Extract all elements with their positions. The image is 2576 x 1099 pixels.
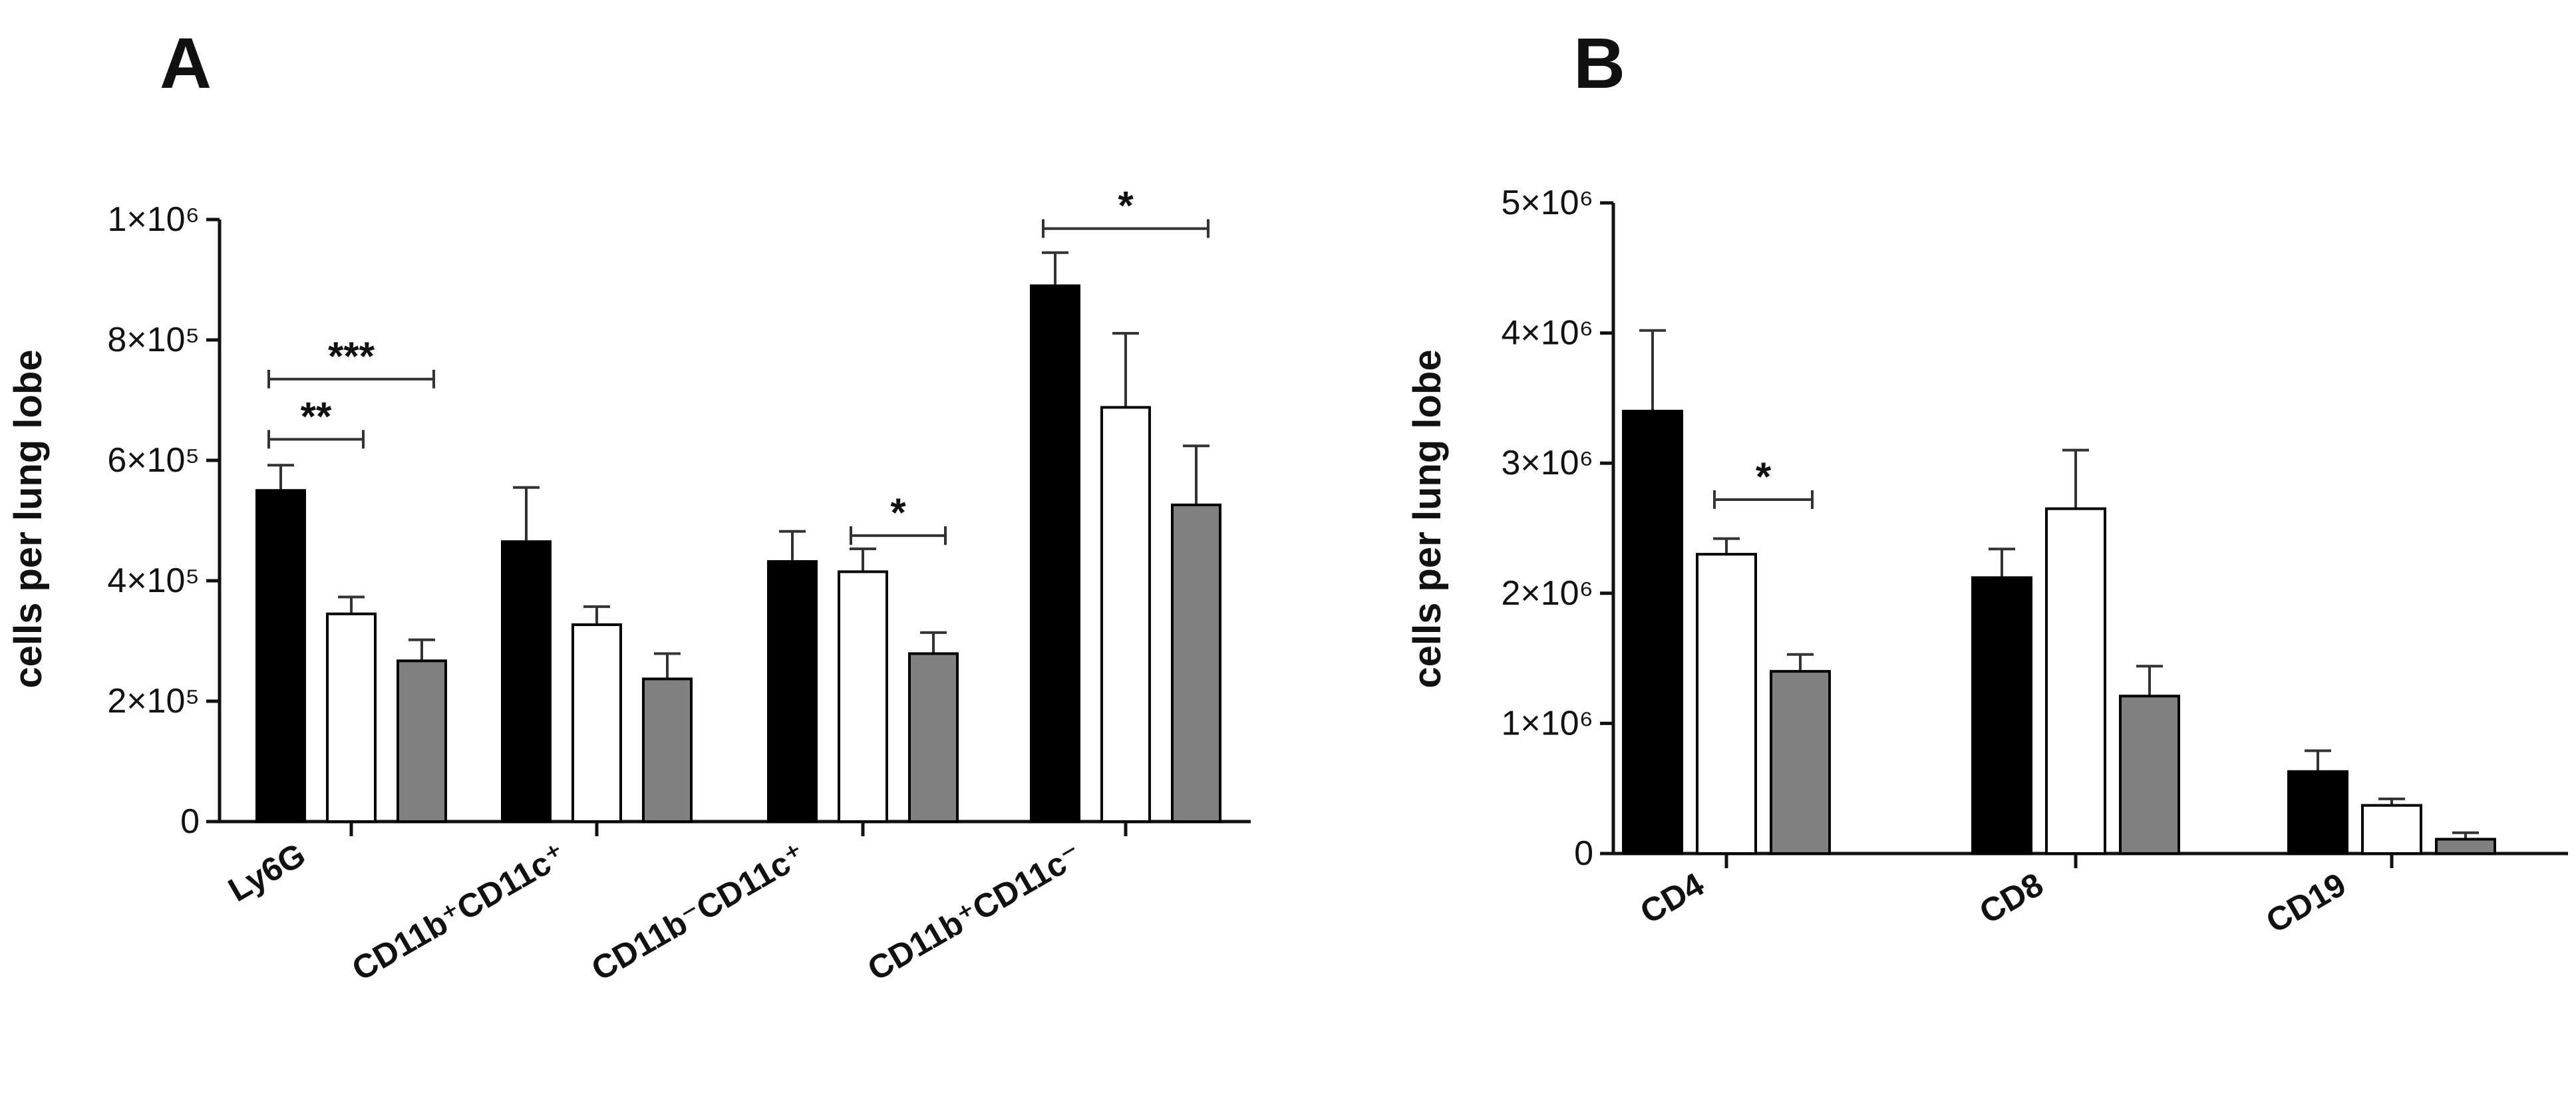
panel-b-category-label: CD4: [1634, 865, 1710, 931]
panel-a-category-label: Ly6G: [222, 836, 312, 909]
panel-a-bar: [1171, 503, 1221, 823]
panel-a-bar: [255, 489, 306, 823]
panel-a-y-axis-label: cells per lung lobe: [7, 349, 50, 688]
panel-b-bar: [2287, 770, 2348, 855]
panel-a-category-label: CD11b⁺CD11c⁻: [862, 836, 1088, 988]
panel-b-bar: [2119, 695, 2180, 855]
panel-b-y-tick-label: 2×10⁶: [1501, 574, 1593, 613]
panel-b-plot: 0 1×10⁶ 2×10⁶ 3×10⁶ 4×10⁶ 5×10⁶ CD4 CD8 CD19 *: [1501, 184, 2568, 940]
panel-a-bar: [642, 677, 693, 824]
panel-a-y-tick-label: 8×10⁵: [107, 321, 200, 359]
panel-a-bar: [326, 612, 377, 824]
panel-b: B cells per lung lobe 0 1×10⁶ 2×10⁶ 3×10⁶ 4×…: [1406, 23, 2568, 940]
panel-a-category-label: CD11b⁻CD11c⁺: [585, 836, 812, 988]
panel-b-y-tick-label: 4×10⁶: [1501, 314, 1593, 353]
panel-b-y-axis-label: cells per lung lobe: [1406, 349, 1449, 688]
panel-b-label: B: [1573, 23, 1625, 103]
panel-b-significance-label: *: [1756, 454, 1772, 499]
panel-b-category-label: CD19: [2260, 865, 2352, 940]
panel-a-y-tick-label: 6×10⁵: [107, 441, 200, 480]
panel-a-bar: [1100, 406, 1151, 823]
panel-b-y-tick-label: 3×10⁶: [1501, 444, 1593, 482]
panel-a-bar: [908, 652, 959, 823]
panel-b-bar: [2045, 507, 2106, 855]
panel-a-y-tick-label: 2×10⁵: [107, 682, 200, 720]
panel-a-bar: [838, 570, 888, 823]
panel-a: A cells per lung lobe 0 2×10⁵ 4×10⁵ 6×10⁵ 8×…: [7, 23, 1251, 988]
panel-a-label: A: [160, 23, 212, 103]
panel-a-significance-label: ***: [328, 334, 375, 379]
panel-a-bar: [571, 623, 622, 823]
panel-a-y-tick-label: 1×10⁶: [107, 200, 200, 239]
panel-a-significance-label: *: [890, 490, 906, 535]
panel-a-y-tick-label: 4×10⁵: [107, 561, 200, 600]
panel-a-significance-label: **: [301, 394, 332, 438]
panel-a-y-tick-label: 0: [180, 802, 200, 841]
panel-a-bar: [501, 540, 552, 823]
panel-a-plot: 0 2×10⁵ 4×10⁵ 6×10⁵ 8×10⁵ 1×10⁶ Ly6G CD11b⁺CD11…: [107, 184, 1251, 988]
panel-a-significance-label: *: [1118, 184, 1134, 228]
panel-b-y-tick-label: 0: [1574, 834, 1593, 873]
panel-b-bar: [1622, 409, 1683, 855]
panel-b-bar: [2361, 804, 2422, 856]
panel-b-y-tick-label: 1×10⁶: [1501, 704, 1593, 742]
panel-b-category-label: CD8: [1973, 865, 2050, 931]
panel-b-bar: [1770, 670, 1831, 855]
panel-b-bar: [1696, 553, 1757, 855]
panel-b-bar: [2435, 838, 2496, 856]
panel-b-bar: [1971, 576, 2032, 855]
panel-a-bar: [397, 659, 447, 823]
panel-b-y-tick-label: 5×10⁶: [1501, 184, 1593, 222]
panel-a-bar: [1030, 284, 1080, 823]
panel-a-bar: [767, 560, 818, 823]
panel-a-category-label: CD11b⁺CD11c⁺: [346, 836, 573, 988]
